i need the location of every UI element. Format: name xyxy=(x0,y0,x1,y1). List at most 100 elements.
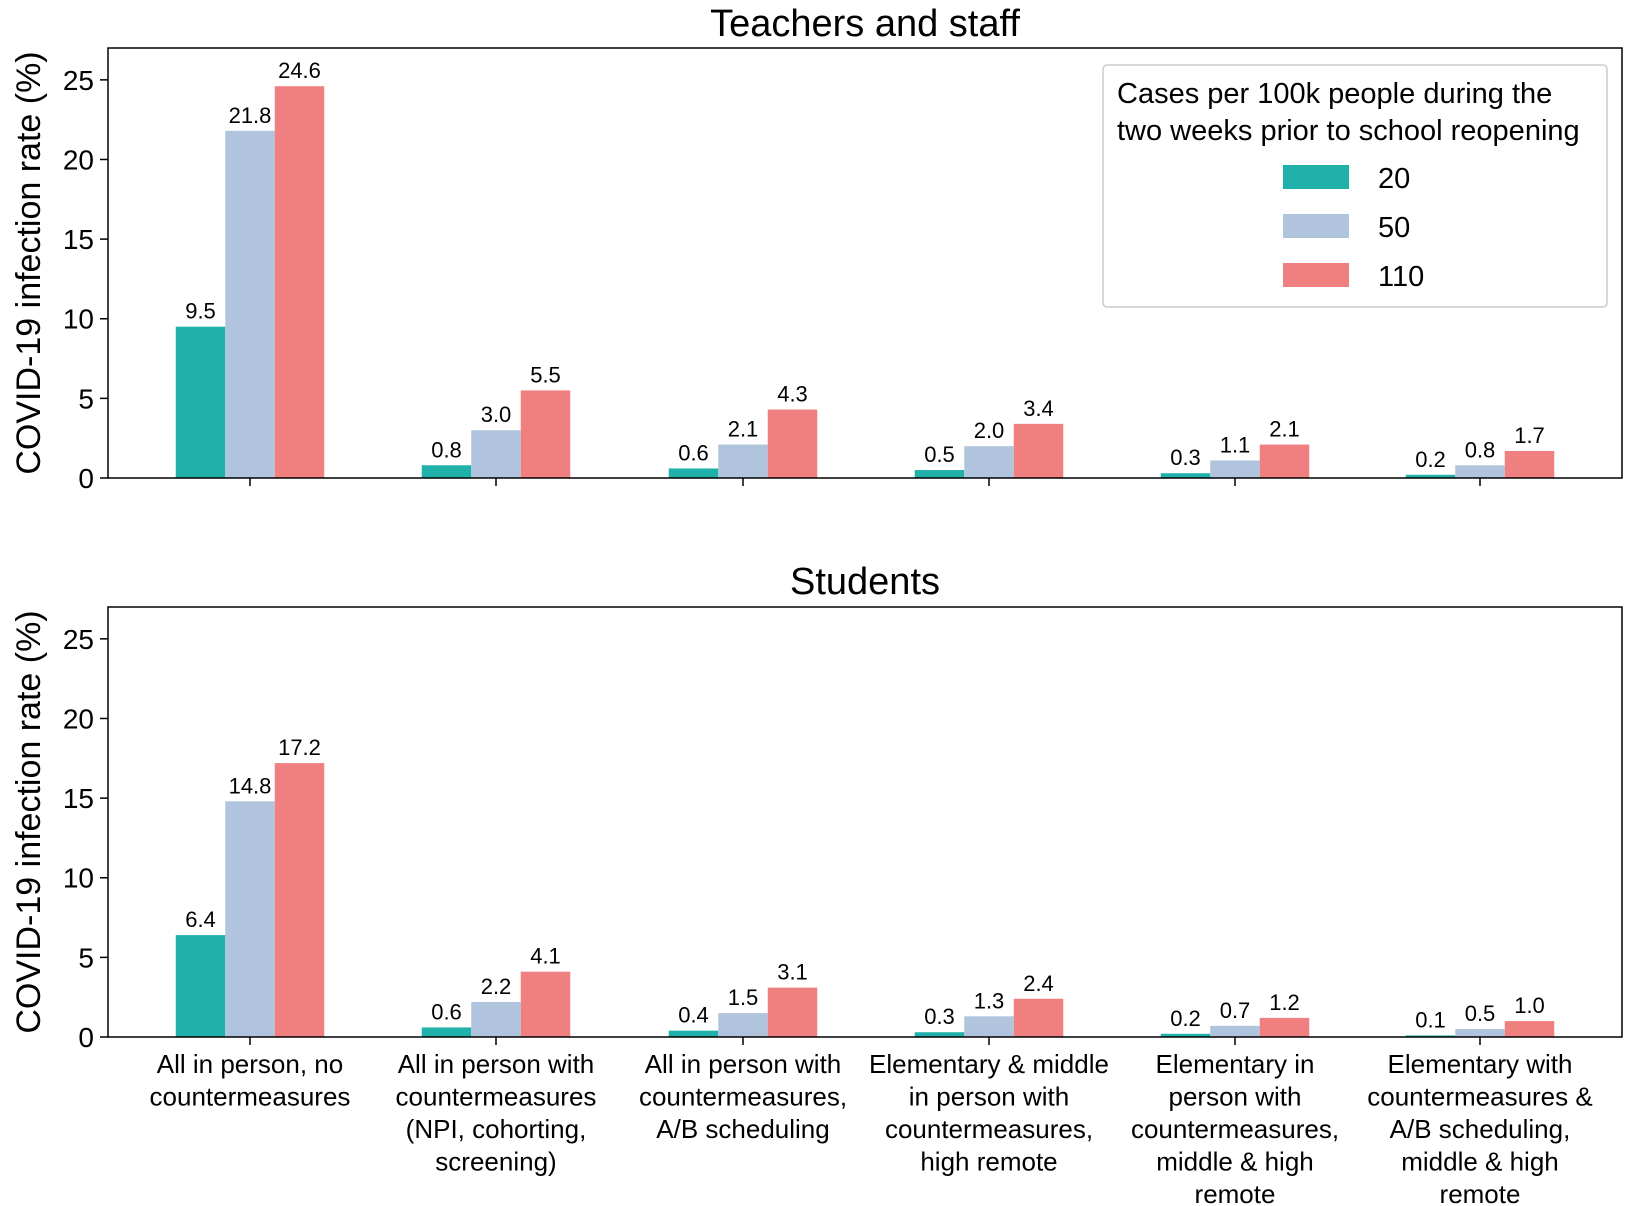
legend-swatch-20 xyxy=(1283,165,1349,189)
bar-20-cat-5 xyxy=(1160,1033,1211,1037)
data-label: 1.0 xyxy=(1514,993,1545,1018)
x-category-label: All in person with xyxy=(645,1049,842,1079)
bar-110-cat-5 xyxy=(1259,1017,1310,1037)
data-label: 1.1 xyxy=(1220,432,1251,457)
bar-50-cat-3 xyxy=(718,1013,768,1037)
data-label: 1.3 xyxy=(974,988,1005,1013)
x-category-label: A/B scheduling, xyxy=(1390,1114,1571,1144)
y-tick-label: 0 xyxy=(78,1022,94,1053)
y-tick-label: 20 xyxy=(63,144,94,175)
x-category-label: All in person, no xyxy=(157,1049,343,1079)
bar-110-cat-6 xyxy=(1504,1021,1555,1037)
bar-20-cat-1 xyxy=(175,935,226,1037)
legend-swatch-50 xyxy=(1283,214,1349,238)
x-category-label: countermeasures & xyxy=(1367,1082,1592,1112)
legend-swatch-110 xyxy=(1283,263,1349,287)
data-label: 4.3 xyxy=(777,382,808,407)
y-tick-label: 5 xyxy=(78,383,94,414)
y-tick-label: 0 xyxy=(78,463,94,494)
bar-110-cat-3 xyxy=(767,987,818,1037)
data-label: 14.8 xyxy=(229,773,272,798)
data-label: 0.7 xyxy=(1220,998,1251,1023)
y-axis-label: COVID-19 infection rate (%) xyxy=(10,51,48,474)
bar-50-cat-1 xyxy=(225,801,275,1037)
bar-50-cat-4 xyxy=(964,446,1014,478)
data-label: 2.2 xyxy=(481,974,512,999)
bar-20-cat-4 xyxy=(914,470,965,478)
data-label: 0.2 xyxy=(1415,447,1446,472)
x-category-label: countermeasures, xyxy=(639,1082,847,1112)
bar-20-cat-1 xyxy=(175,326,226,478)
data-label: 0.5 xyxy=(1465,1001,1496,1026)
data-label: 1.2 xyxy=(1269,990,1300,1015)
y-axis-label: COVID-19 infection rate (%) xyxy=(10,610,48,1033)
data-label: 0.2 xyxy=(1170,1006,1201,1031)
bar-20-cat-6 xyxy=(1405,474,1456,478)
data-label: 4.1 xyxy=(530,944,561,969)
x-category-label: countermeasures xyxy=(150,1082,351,1112)
y-tick-label: 20 xyxy=(63,703,94,734)
x-category-label: Elementary in xyxy=(1156,1049,1315,1079)
bar-20-cat-3 xyxy=(668,468,719,478)
y-tick-label: 5 xyxy=(78,942,94,973)
bar-50-cat-3 xyxy=(718,444,768,478)
data-label: 0.4 xyxy=(678,1003,709,1028)
data-label: 0.3 xyxy=(924,1004,955,1029)
bar-50-cat-2 xyxy=(471,1001,521,1037)
bar-50-cat-6 xyxy=(1455,1029,1505,1037)
bar-50-cat-6 xyxy=(1455,465,1505,478)
x-category-label: Elementary with xyxy=(1388,1049,1573,1079)
bar-110-cat-2 xyxy=(520,971,571,1037)
y-tick-label: 25 xyxy=(63,65,94,96)
data-label: 2.1 xyxy=(728,417,759,442)
x-category-label: countermeasures xyxy=(396,1082,597,1112)
x-category-label: All in person with xyxy=(398,1049,595,1079)
bar-50-cat-1 xyxy=(225,130,275,478)
bar-110-cat-4 xyxy=(1013,998,1064,1037)
data-label: 5.5 xyxy=(530,362,561,387)
bar-50-cat-4 xyxy=(964,1016,1014,1037)
bar-110-cat-4 xyxy=(1013,423,1064,478)
plot-frame xyxy=(107,47,1623,479)
data-label: 24.6 xyxy=(278,58,321,83)
bar-110-cat-1 xyxy=(274,86,325,478)
x-category-label: remote xyxy=(1195,1179,1276,1206)
x-category-label: countermeasures, xyxy=(885,1114,1093,1144)
data-label: 21.8 xyxy=(229,103,272,128)
legend-label: 50 xyxy=(1378,212,1410,244)
bar-20-cat-4 xyxy=(914,1032,965,1037)
plot-frame xyxy=(107,606,1623,1038)
data-label: 1.7 xyxy=(1514,423,1545,448)
data-label: 0.8 xyxy=(431,437,462,462)
bar-110-cat-3 xyxy=(767,409,818,478)
x-category-label: A/B scheduling xyxy=(656,1114,829,1144)
data-label: 9.5 xyxy=(185,299,216,324)
legend-title: Cases per 100k people during the xyxy=(1117,78,1552,110)
data-label: 3.0 xyxy=(481,402,512,427)
legend-box xyxy=(1102,64,1608,308)
x-category-label: (NPI, cohorting, xyxy=(406,1114,587,1144)
data-label: 0.6 xyxy=(431,999,462,1024)
chart-title: Teachers and staff xyxy=(710,3,1020,45)
bar-20-cat-3 xyxy=(668,1030,719,1037)
x-category-label: countermeasures, xyxy=(1131,1114,1339,1144)
legend-label: 20 xyxy=(1378,163,1410,195)
data-label: 2.1 xyxy=(1269,417,1300,442)
bar-50-cat-5 xyxy=(1210,1025,1260,1037)
bar-20-cat-5 xyxy=(1160,473,1211,478)
legend-title: two weeks prior to school reopening xyxy=(1117,115,1580,147)
x-category-label: high remote xyxy=(920,1147,1057,1177)
x-category-label: person with xyxy=(1169,1082,1302,1112)
legend-label: 110 xyxy=(1378,261,1424,293)
data-label: 3.1 xyxy=(777,960,808,985)
y-tick-label: 15 xyxy=(63,783,94,814)
data-label: 6.4 xyxy=(185,907,216,932)
bar-20-cat-2 xyxy=(421,1027,472,1037)
x-category-label: middle & high xyxy=(1401,1147,1559,1177)
x-category-label: screening) xyxy=(435,1147,556,1177)
y-tick-label: 10 xyxy=(63,863,94,894)
data-label: 0.3 xyxy=(1170,445,1201,470)
data-label: 0.6 xyxy=(678,440,709,465)
bar-110-cat-6 xyxy=(1504,450,1555,478)
bar-20-cat-2 xyxy=(421,465,472,478)
